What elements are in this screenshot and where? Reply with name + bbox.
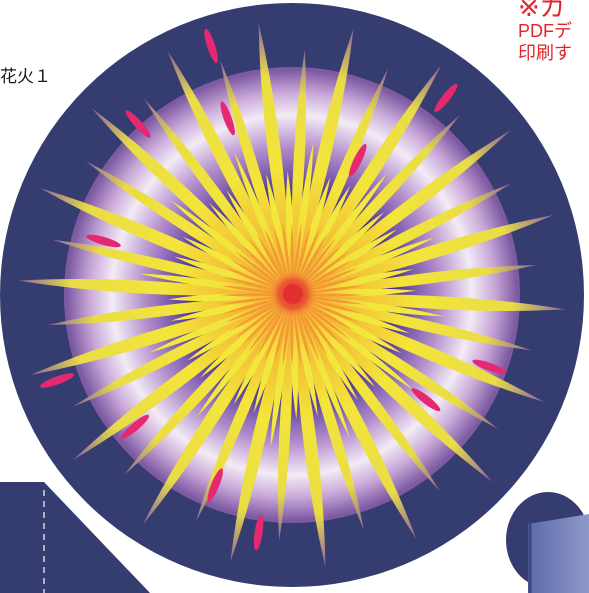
print-note-line-1: PDFデ (518, 21, 572, 41)
firework-ray (294, 68, 389, 290)
firework-ray (253, 298, 291, 413)
firework-ray (142, 300, 289, 525)
firework-ray (296, 115, 460, 291)
firework-spark (253, 514, 264, 551)
firework-ray (220, 59, 291, 290)
firework-ray (167, 50, 290, 290)
firework-ray (295, 299, 441, 492)
firework-spark (40, 373, 75, 388)
firework-ray (85, 161, 287, 292)
firework-title-label: 花火１ (0, 67, 51, 86)
firework-ray (292, 300, 326, 567)
firework-ray (296, 299, 493, 482)
firework-spark (349, 143, 367, 177)
print-note: ※ガ PDFデ 印刷す (518, 0, 572, 64)
firework-ray (293, 28, 354, 290)
firework-ray (294, 300, 417, 540)
firework-ray (295, 65, 442, 290)
firework-spark (120, 414, 149, 439)
firework-ray (297, 296, 532, 351)
firework-ray (73, 298, 288, 460)
firework-ray (195, 300, 290, 522)
firework-ray (297, 298, 499, 429)
left-tab-shape (0, 482, 150, 593)
firework-ray (292, 298, 318, 417)
firework-ray (293, 300, 364, 531)
firework-spark (411, 388, 441, 412)
firework-ray (297, 297, 545, 403)
firework-ray (258, 23, 292, 290)
right-tab-shape (528, 514, 589, 593)
firework-ray (266, 173, 292, 292)
firework-ray (297, 214, 555, 294)
firework-ray (297, 294, 566, 311)
firework-ray (143, 98, 289, 291)
firework-spark (220, 101, 235, 136)
firework-spark (125, 110, 151, 138)
firework-ray (91, 108, 288, 291)
firework-ray (297, 183, 512, 293)
firework-ray (293, 177, 331, 292)
firework-ray (297, 265, 537, 295)
firework-ray (39, 187, 287, 293)
firework-ray (29, 296, 287, 376)
firework-ray (296, 130, 511, 292)
firework-ray (47, 295, 287, 325)
firework-spark (434, 83, 458, 113)
firework-spark (86, 234, 121, 248)
firework-ray (124, 299, 288, 475)
firework-ray (199, 297, 290, 378)
firework-sparks (40, 28, 507, 551)
print-note-mark: ※ガ (518, 0, 566, 22)
firework-ray (174, 256, 289, 294)
firework-ray (52, 239, 287, 294)
firework-ray (294, 212, 385, 293)
firework-ray (295, 296, 410, 334)
firework-burst-icon (283, 284, 303, 304)
firework-ray (18, 279, 287, 296)
firework-ray (294, 297, 375, 388)
firework-spark (207, 468, 223, 502)
firework-spark (472, 359, 507, 375)
firework-ray (277, 300, 293, 541)
firework-ray (72, 297, 287, 407)
firework-spark (204, 28, 218, 63)
firework-ray (209, 202, 290, 293)
print-note-line-2: 印刷す (518, 43, 572, 63)
firework-ray (170, 295, 289, 321)
firework-ray (291, 49, 307, 290)
firework-ray (295, 269, 414, 295)
firework-ray (230, 300, 291, 562)
